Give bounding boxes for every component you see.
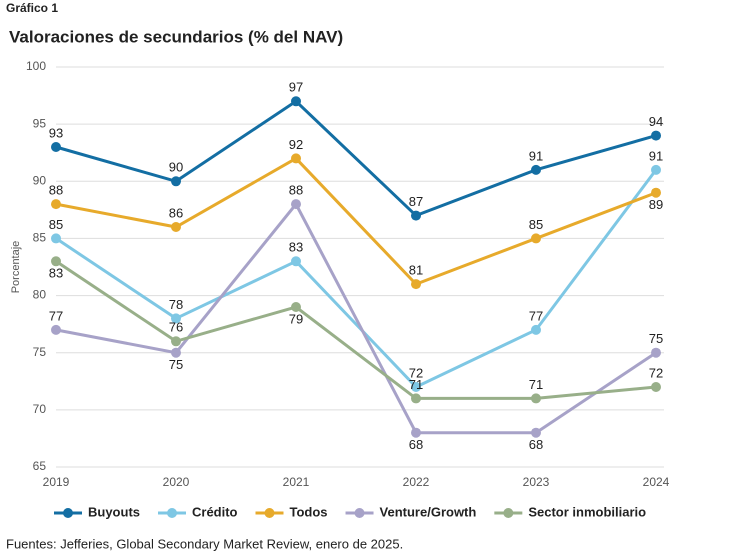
- series-line: [55, 99, 657, 218]
- data-point: [51, 324, 61, 335]
- data-label: 85: [49, 217, 63, 232]
- data-label: 79: [289, 311, 303, 326]
- data-label: 92: [289, 137, 303, 152]
- data-label: 91: [649, 148, 663, 163]
- data-point: [171, 176, 181, 187]
- data-point: [411, 279, 421, 290]
- data-label: 90: [169, 160, 183, 175]
- y-tick-label: 65: [33, 459, 47, 473]
- data-point: [171, 313, 181, 324]
- data-point: [411, 393, 421, 404]
- series-line: [55, 168, 658, 389]
- data-label: 71: [409, 377, 423, 392]
- data-label: 75: [649, 331, 663, 346]
- data-label: 87: [409, 194, 423, 209]
- legend-marker: [503, 508, 514, 518]
- data-point: [651, 347, 661, 358]
- data-point: [531, 233, 541, 244]
- data-point: [291, 96, 301, 107]
- legend-label: Crédito: [192, 504, 238, 519]
- x-tick-label: 2021: [283, 475, 310, 489]
- data-label: 76: [169, 320, 183, 335]
- data-point: [411, 427, 421, 438]
- data-label: 86: [169, 205, 183, 220]
- x-tick-label: 2023: [523, 475, 550, 489]
- data-point: [51, 233, 61, 244]
- data-point: [651, 130, 661, 141]
- legend-label: Todos: [290, 504, 328, 519]
- data-label: 83: [289, 240, 303, 255]
- y-tick-label: 100: [26, 59, 46, 73]
- data-label: 71: [529, 377, 543, 392]
- data-label: 88: [49, 183, 63, 198]
- y-tick-label: 70: [33, 402, 47, 416]
- data-point: [291, 153, 301, 164]
- data-label: 81: [409, 263, 423, 278]
- data-point: [171, 222, 181, 232]
- x-tick-label: 2019: [43, 475, 70, 489]
- series-line: [55, 156, 657, 286]
- legend-marker: [63, 508, 73, 518]
- y-tick-label: 90: [33, 173, 47, 187]
- data-point: [531, 427, 541, 438]
- data-point: [171, 336, 181, 347]
- data-point: [411, 382, 421, 392]
- data-point: [51, 256, 61, 267]
- data-point: [171, 347, 181, 358]
- data-label: 77: [529, 308, 543, 323]
- data-label: 89: [649, 197, 663, 212]
- data-label: 72: [409, 365, 423, 380]
- data-point: [531, 324, 541, 335]
- data-label: 85: [529, 217, 543, 232]
- data-label: 78: [169, 297, 183, 312]
- data-label: 75: [169, 357, 183, 372]
- data-label: 97: [289, 80, 303, 95]
- data-label: 83: [49, 266, 63, 281]
- data-label: 68: [409, 437, 423, 452]
- data-label: 94: [649, 114, 663, 129]
- data-label: 77: [49, 308, 63, 323]
- data-point: [51, 199, 61, 210]
- data-point: [411, 210, 421, 221]
- data-point: [531, 393, 541, 404]
- y-tick-label: 85: [33, 231, 47, 245]
- data-point: [651, 187, 661, 198]
- chart-title: Valoraciones de secundarios (% del NAV): [9, 27, 343, 46]
- data-point: [291, 199, 301, 210]
- y-tick-label: 75: [33, 345, 47, 359]
- data-label: 88: [289, 183, 303, 198]
- data-label: 68: [529, 437, 543, 452]
- y-tick-label: 95: [33, 116, 47, 130]
- legend-marker: [354, 508, 365, 518]
- data-label: 91: [529, 148, 543, 163]
- legend-label: Buyouts: [88, 504, 140, 519]
- legend-label: Venture/Growth: [380, 504, 477, 519]
- source: Fuentes: Jefferies, Global Secondary Mar…: [6, 536, 403, 551]
- legend-marker: [167, 508, 177, 518]
- x-tick-label: 2024: [643, 475, 670, 489]
- series-line: [55, 260, 657, 400]
- legend-label: Sector inmobiliario: [528, 504, 646, 519]
- data-point: [51, 142, 61, 152]
- x-tick-label: 2020: [163, 475, 190, 489]
- y-tick-label: 80: [33, 288, 47, 302]
- data-point: [531, 164, 541, 175]
- series-line: [55, 201, 657, 435]
- y-axis-label: Porcentaje: [10, 241, 22, 294]
- chart-header: Gráfico 1: [6, 1, 58, 15]
- data-point: [291, 302, 301, 312]
- legend-marker: [264, 508, 275, 518]
- data-label: 72: [649, 365, 663, 380]
- data-label: 93: [49, 125, 63, 140]
- data-point: [651, 382, 661, 392]
- data-point: [291, 256, 301, 267]
- x-tick-label: 2022: [403, 475, 430, 489]
- data-point: [651, 164, 661, 175]
